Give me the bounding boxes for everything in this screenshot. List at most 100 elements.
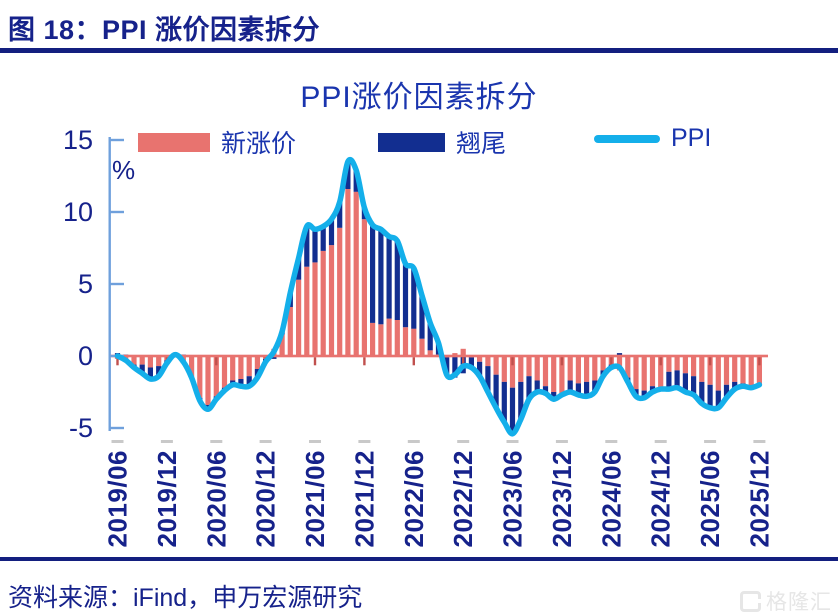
x-tick-label: 2024/12 bbox=[646, 450, 676, 547]
bar-carryover bbox=[485, 366, 491, 392]
bar-new-rise bbox=[682, 356, 688, 374]
bar-new-rise bbox=[600, 356, 606, 371]
legend-label-carryover: 翘尾 bbox=[456, 130, 507, 158]
bar-new-rise bbox=[666, 356, 672, 372]
bar-carryover bbox=[246, 376, 252, 387]
bar-new-rise bbox=[279, 334, 285, 356]
bar-new-rise bbox=[707, 356, 713, 385]
x-axis-tick bbox=[412, 357, 415, 366]
x-axis-tick bbox=[708, 357, 712, 366]
bar-carryover bbox=[394, 240, 400, 320]
bar-new-rise bbox=[394, 320, 400, 356]
bar-carryover bbox=[551, 392, 557, 400]
bar-new-rise bbox=[715, 356, 721, 391]
bar-new-rise bbox=[213, 356, 219, 397]
x-axis-tick bbox=[758, 357, 761, 366]
legend-label-ppi: PPI bbox=[671, 124, 712, 152]
bar-carryover bbox=[328, 219, 335, 246]
x-axis-tick bbox=[462, 357, 465, 366]
category-tick bbox=[753, 440, 766, 443]
bar-carryover bbox=[518, 381, 524, 420]
bar-carryover bbox=[468, 357, 474, 368]
legend-label-new: 新涨价 bbox=[221, 130, 297, 158]
x-axis-tick bbox=[215, 357, 218, 366]
bar-carryover bbox=[691, 376, 697, 395]
bar-carryover bbox=[509, 387, 516, 434]
figure-title: 图 18：PPI 涨价因素拆分 bbox=[8, 15, 321, 45]
x-tick-label: 2021/06 bbox=[300, 450, 330, 547]
x-axis-tick bbox=[610, 357, 613, 366]
category-tick bbox=[555, 440, 568, 443]
gelonghui-logo-icon bbox=[740, 590, 761, 612]
source-note: 资料来源：iFind，申万宏源研究 bbox=[8, 584, 363, 612]
y-tick-label: 5 bbox=[78, 269, 93, 299]
bar-new-rise bbox=[197, 356, 203, 398]
bar-carryover bbox=[575, 383, 581, 395]
y-tick-label: 10 bbox=[63, 197, 93, 227]
bar-carryover bbox=[402, 263, 409, 328]
bar-new-rise bbox=[320, 250, 326, 356]
bar-new-rise bbox=[246, 356, 252, 377]
category-tick bbox=[654, 440, 667, 443]
bar-new-rise bbox=[691, 356, 697, 377]
legend-item-carryover: 翘尾 bbox=[378, 124, 506, 160]
x-axis-tick bbox=[511, 357, 514, 366]
bar-carryover bbox=[534, 380, 540, 392]
category-tick bbox=[605, 440, 618, 443]
bar-new-rise bbox=[501, 356, 507, 382]
bar-carryover bbox=[542, 386, 549, 394]
y-tick-label: 0 bbox=[78, 341, 93, 371]
bar-new-rise bbox=[485, 356, 491, 367]
bar-carryover bbox=[526, 376, 532, 400]
bar-new-rise bbox=[542, 356, 549, 387]
bar-new-rise bbox=[723, 356, 730, 385]
category-tick bbox=[506, 440, 519, 443]
bar-new-rise bbox=[732, 356, 738, 382]
category-tick bbox=[358, 440, 371, 443]
bar-carryover bbox=[378, 229, 384, 325]
y-axis-tick bbox=[108, 210, 124, 214]
bar-carryover bbox=[271, 356, 277, 359]
bar-new-rise bbox=[509, 356, 516, 388]
bar-carryover bbox=[501, 381, 507, 423]
bar-carryover bbox=[147, 367, 153, 379]
bar-new-rise bbox=[740, 356, 746, 384]
bar-carryover bbox=[452, 356, 458, 378]
bar-new-rise bbox=[518, 356, 524, 382]
bar-new-rise bbox=[427, 350, 433, 356]
bar-carryover bbox=[584, 381, 590, 397]
bar-carryover bbox=[320, 226, 326, 251]
legend-swatch-carryover-icon bbox=[378, 132, 445, 152]
y-axis-tick bbox=[108, 138, 124, 142]
bar-carryover bbox=[666, 371, 672, 390]
watermark-text: 格隆汇 bbox=[766, 591, 832, 614]
bar-new-rise bbox=[189, 356, 195, 378]
bar-carryover bbox=[345, 161, 351, 189]
bar-carryover bbox=[337, 201, 343, 228]
legend-swatch-new-icon bbox=[138, 132, 210, 152]
bar-new-rise bbox=[131, 356, 137, 365]
bar-carryover bbox=[723, 384, 730, 398]
bar-carryover bbox=[674, 370, 680, 388]
bar-new-rise bbox=[238, 356, 244, 379]
bar-carryover bbox=[139, 364, 145, 374]
bar-new-rise bbox=[328, 245, 335, 356]
x-tick-label: 2019/12 bbox=[152, 450, 182, 547]
x-tick-label: 2022/06 bbox=[399, 450, 429, 547]
bar-carryover bbox=[592, 380, 598, 392]
x-axis-tick bbox=[560, 357, 564, 366]
bar-new-rise bbox=[592, 356, 598, 381]
bar-carryover bbox=[386, 236, 392, 319]
bar-new-rise bbox=[748, 356, 754, 387]
bar-carryover bbox=[699, 381, 705, 404]
bar-new-rise bbox=[674, 356, 680, 371]
category-tick bbox=[407, 440, 420, 443]
y-tick-label: 15 bbox=[63, 125, 93, 155]
bar-carryover bbox=[707, 384, 713, 408]
bar-carryover bbox=[370, 225, 376, 323]
legend-swatch-ppi-line-icon bbox=[594, 134, 660, 143]
bar-new-rise bbox=[633, 356, 639, 390]
bar-new-rise bbox=[296, 279, 302, 356]
